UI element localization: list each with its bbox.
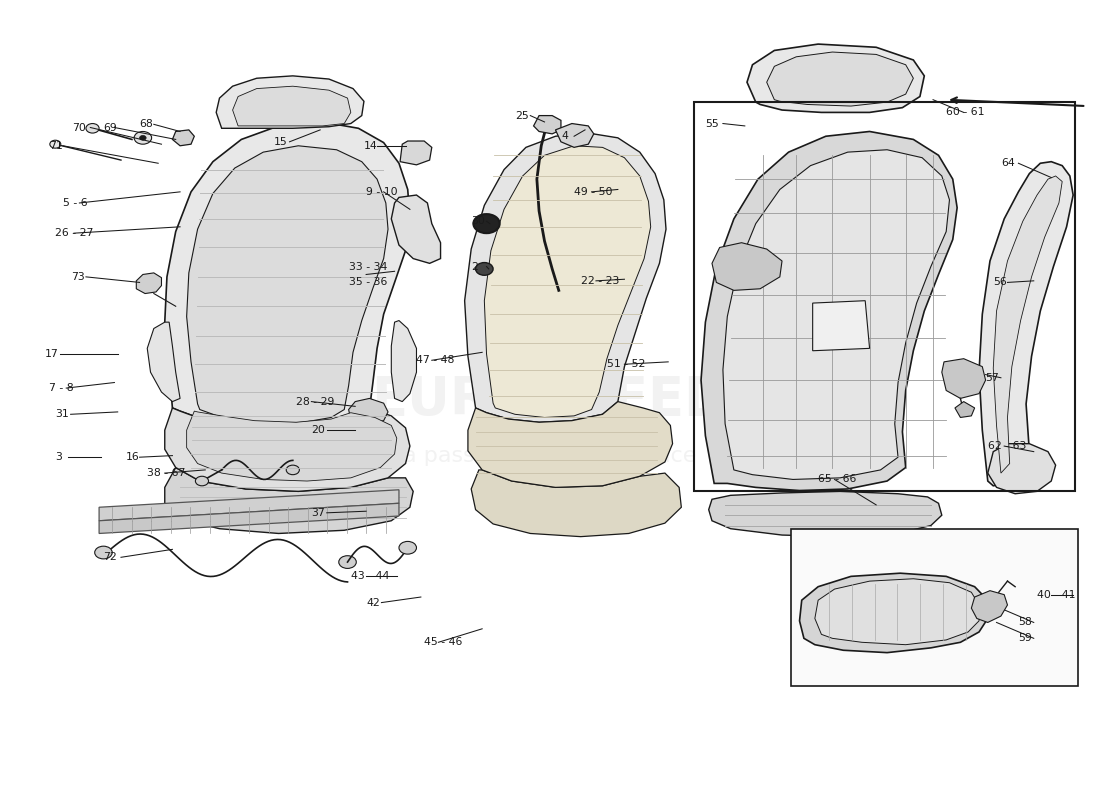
Polygon shape: [187, 146, 388, 424]
Text: 42: 42: [366, 598, 379, 607]
Text: 22 - 23: 22 - 23: [581, 276, 619, 286]
Text: 72: 72: [103, 552, 118, 562]
Polygon shape: [187, 411, 397, 481]
Polygon shape: [484, 146, 651, 418]
Polygon shape: [349, 398, 388, 424]
Text: 57: 57: [986, 373, 999, 382]
Circle shape: [475, 262, 493, 275]
Text: 43 - 44: 43 - 44: [351, 571, 389, 582]
Polygon shape: [392, 321, 417, 402]
Polygon shape: [988, 444, 1056, 494]
Polygon shape: [979, 162, 1074, 486]
Text: 7 - 8: 7 - 8: [48, 383, 74, 393]
Polygon shape: [348, 422, 388, 448]
Text: 26 - 27: 26 - 27: [55, 228, 94, 238]
Text: 58: 58: [1019, 618, 1032, 627]
Circle shape: [140, 135, 146, 140]
Polygon shape: [800, 573, 988, 653]
Text: 30: 30: [471, 216, 485, 226]
Polygon shape: [701, 131, 957, 490]
Text: 62 - 63: 62 - 63: [988, 441, 1026, 451]
Circle shape: [473, 214, 499, 233]
Polygon shape: [723, 150, 949, 479]
Circle shape: [399, 542, 417, 554]
Text: 73: 73: [70, 272, 85, 282]
Circle shape: [134, 131, 152, 144]
Text: 25: 25: [515, 110, 529, 121]
Text: 38 - 67: 38 - 67: [147, 468, 186, 478]
Text: 35 - 36: 35 - 36: [349, 278, 387, 287]
Text: 31: 31: [55, 410, 69, 419]
Polygon shape: [217, 76, 364, 128]
Circle shape: [86, 123, 99, 133]
Polygon shape: [815, 578, 979, 645]
Polygon shape: [993, 176, 1063, 473]
Circle shape: [339, 556, 356, 569]
Text: 55: 55: [705, 118, 719, 129]
Polygon shape: [165, 467, 414, 534]
Text: 71: 71: [48, 141, 63, 150]
Circle shape: [196, 476, 209, 486]
Polygon shape: [556, 123, 594, 147]
Polygon shape: [971, 590, 1008, 622]
Polygon shape: [392, 195, 441, 263]
Text: 3: 3: [55, 452, 63, 462]
Text: 28 - 29: 28 - 29: [296, 397, 334, 406]
Text: 15: 15: [274, 137, 288, 147]
Text: 51 - 52: 51 - 52: [607, 359, 646, 370]
Polygon shape: [471, 470, 681, 537]
Polygon shape: [942, 358, 986, 398]
Polygon shape: [712, 242, 782, 290]
Text: 56: 56: [993, 278, 1007, 287]
Text: 20: 20: [311, 425, 326, 435]
Polygon shape: [955, 402, 975, 418]
Polygon shape: [232, 86, 351, 126]
Text: 4: 4: [561, 131, 568, 142]
Polygon shape: [165, 122, 410, 430]
Text: 59: 59: [1019, 634, 1032, 643]
Text: 17: 17: [44, 349, 58, 359]
Polygon shape: [468, 402, 672, 487]
Text: 2: 2: [471, 262, 478, 271]
Text: 14: 14: [364, 141, 377, 150]
Polygon shape: [813, 301, 870, 350]
Bar: [791, 529, 1078, 686]
Text: 16: 16: [125, 452, 139, 462]
Text: 5 - 6: 5 - 6: [63, 198, 88, 208]
Polygon shape: [708, 491, 942, 537]
Text: 65 - 66: 65 - 66: [818, 474, 857, 485]
Polygon shape: [534, 115, 561, 134]
Polygon shape: [136, 273, 162, 294]
Text: 69: 69: [103, 122, 118, 133]
Polygon shape: [99, 503, 399, 534]
Text: 45 - 46: 45 - 46: [425, 638, 462, 647]
Text: a passion for performance: a passion for performance: [404, 446, 696, 466]
Polygon shape: [464, 133, 666, 422]
Circle shape: [95, 546, 112, 559]
Text: 33 - 34: 33 - 34: [349, 262, 387, 271]
Text: 70: 70: [72, 122, 86, 133]
Polygon shape: [767, 52, 913, 106]
Polygon shape: [165, 408, 410, 491]
Polygon shape: [99, 490, 399, 521]
Text: 64: 64: [1001, 158, 1014, 168]
Circle shape: [50, 140, 60, 148]
Polygon shape: [400, 141, 432, 165]
Text: 37: 37: [311, 508, 326, 518]
Polygon shape: [747, 44, 924, 113]
Polygon shape: [173, 130, 195, 146]
Bar: [694, 102, 1076, 491]
Text: 47 - 48: 47 - 48: [417, 355, 455, 366]
Text: 9 - 10: 9 - 10: [366, 187, 398, 197]
Text: 40 - 41: 40 - 41: [1037, 590, 1076, 600]
Circle shape: [286, 465, 299, 474]
Text: 60 - 61: 60 - 61: [946, 107, 984, 118]
Text: 49 - 50: 49 - 50: [574, 187, 613, 197]
Text: EUROSPEED: EUROSPEED: [372, 374, 728, 426]
Polygon shape: [147, 322, 180, 402]
Text: 68: 68: [140, 119, 153, 130]
